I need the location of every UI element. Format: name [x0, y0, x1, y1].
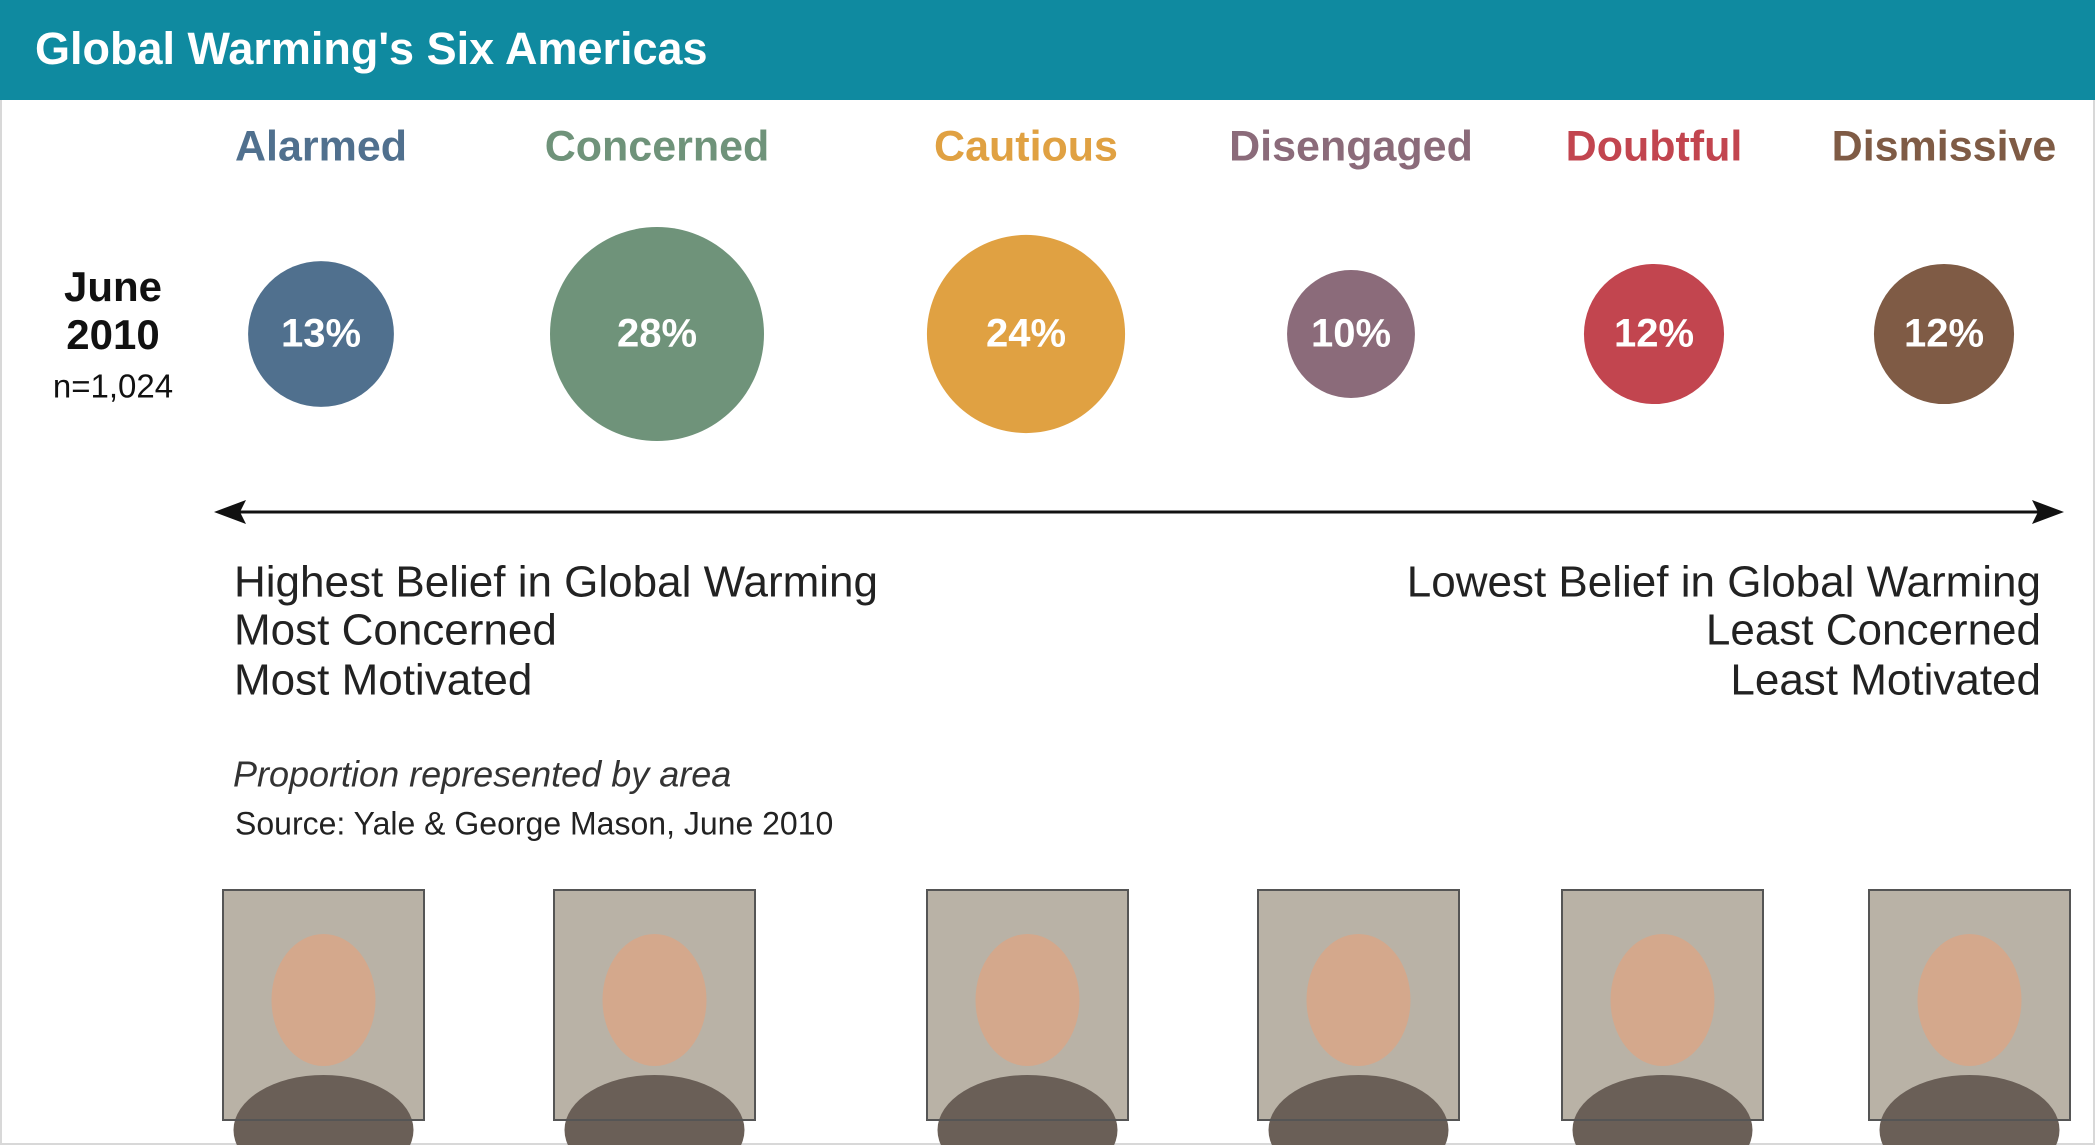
portrait-head: [1307, 934, 1411, 1066]
value-label: 12%: [1904, 312, 1984, 356]
chart: Global Warming's Six Americas June 2010 …: [0, 0, 2095, 1145]
value-label: 24%: [986, 312, 1066, 356]
value-label: 13%: [281, 312, 361, 356]
portrait-head: [272, 934, 376, 1066]
right-annotation: Least Motivated: [1730, 656, 2041, 705]
portrait-head: [1611, 934, 1715, 1066]
portrait-head: [1918, 934, 2022, 1066]
value-label: 10%: [1311, 312, 1391, 356]
right-annotation: Lowest Belief in Global Warming: [1407, 558, 2041, 607]
left-annotation: Most Concerned: [234, 606, 557, 655]
row-label: June: [64, 263, 162, 310]
row-label: 2010: [66, 311, 159, 358]
left-annotation: Highest Belief in Global Warming: [234, 558, 878, 607]
value-label: 28%: [617, 312, 697, 356]
category-label: Concerned: [545, 122, 770, 170]
portrait-head: [976, 934, 1080, 1066]
left-annotation: Most Motivated: [234, 656, 532, 705]
sample-size: n=1,024: [53, 368, 173, 405]
category-label: Cautious: [934, 122, 1118, 170]
category-label: Doubtful: [1566, 122, 1743, 170]
category-label: Dismissive: [1832, 122, 2057, 170]
category-label: Disengaged: [1229, 122, 1473, 170]
category-label: Alarmed: [235, 122, 407, 170]
source: Source: Yale & George Mason, June 2010: [235, 805, 833, 841]
right-annotation: Least Concerned: [1706, 606, 2041, 655]
note: Proportion represented by area: [233, 754, 731, 795]
chart-title: Global Warming's Six Americas: [35, 23, 708, 74]
value-label: 12%: [1614, 312, 1694, 356]
portrait-head: [603, 934, 707, 1066]
